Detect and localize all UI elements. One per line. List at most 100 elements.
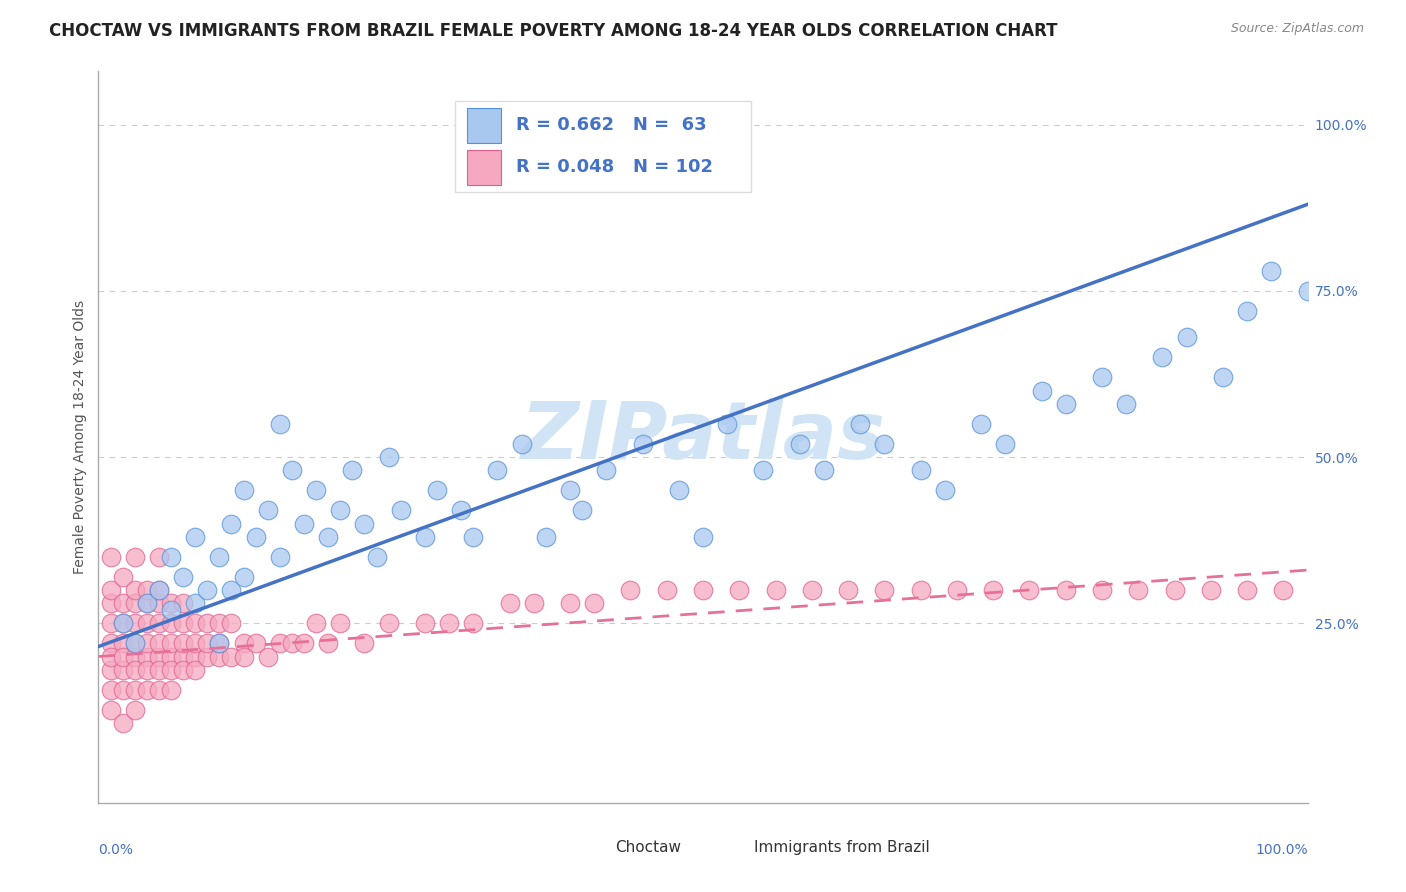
Point	[256, 649, 278, 664]
Point	[1199, 582, 1222, 597]
Point	[124, 636, 146, 650]
Point	[195, 582, 218, 597]
Point	[305, 483, 328, 498]
Point	[668, 483, 690, 498]
Point	[994, 436, 1017, 450]
Point	[1260, 264, 1282, 278]
Point	[353, 516, 375, 531]
Point	[148, 582, 170, 597]
Point	[534, 530, 557, 544]
FancyBboxPatch shape	[467, 108, 501, 143]
Point	[195, 616, 218, 631]
Point	[160, 549, 183, 564]
Point	[377, 616, 399, 631]
Point	[172, 596, 194, 610]
Point	[111, 636, 134, 650]
Point	[184, 636, 207, 650]
Point	[728, 582, 751, 597]
Point	[1091, 582, 1114, 597]
Point	[571, 503, 593, 517]
Text: ZIPatlas: ZIPatlas	[520, 398, 886, 476]
Point	[111, 596, 134, 610]
Point	[316, 530, 339, 544]
Point	[910, 582, 932, 597]
Point	[389, 503, 412, 517]
Point	[111, 682, 134, 697]
Point	[655, 582, 678, 597]
FancyBboxPatch shape	[582, 833, 609, 862]
Point	[342, 463, 364, 477]
Point	[184, 663, 207, 677]
Point	[486, 463, 509, 477]
Point	[1236, 582, 1258, 597]
Point	[1054, 397, 1077, 411]
Point	[208, 649, 231, 664]
Point	[172, 636, 194, 650]
Point	[716, 417, 738, 431]
Text: CHOCTAW VS IMMIGRANTS FROM BRAZIL FEMALE POVERTY AMONG 18-24 YEAR OLDS CORRELATI: CHOCTAW VS IMMIGRANTS FROM BRAZIL FEMALE…	[49, 22, 1057, 40]
Point	[100, 596, 122, 610]
Point	[135, 682, 157, 697]
Point	[160, 603, 183, 617]
Point	[765, 582, 787, 597]
Point	[100, 616, 122, 631]
Point	[463, 616, 485, 631]
Point	[135, 636, 157, 650]
Point	[692, 582, 714, 597]
Point	[353, 636, 375, 650]
Point	[910, 463, 932, 477]
Point	[195, 636, 218, 650]
Point	[172, 616, 194, 631]
Point	[124, 616, 146, 631]
Point	[124, 682, 146, 697]
Y-axis label: Female Poverty Among 18-24 Year Olds: Female Poverty Among 18-24 Year Olds	[73, 300, 87, 574]
Point	[523, 596, 546, 610]
Point	[800, 582, 823, 597]
Point	[111, 663, 134, 677]
Point	[498, 596, 520, 610]
Point	[558, 596, 581, 610]
Point	[124, 663, 146, 677]
Point	[124, 703, 146, 717]
Point	[100, 682, 122, 697]
Point	[510, 436, 533, 450]
Point	[873, 436, 896, 450]
Point	[316, 636, 339, 650]
Point	[221, 649, 243, 664]
Point	[463, 530, 485, 544]
FancyBboxPatch shape	[721, 833, 748, 862]
Point	[184, 596, 207, 610]
Point	[245, 530, 267, 544]
Point	[232, 649, 254, 664]
Point	[124, 649, 146, 664]
Point	[873, 582, 896, 597]
Point	[208, 549, 231, 564]
Text: 0.0%: 0.0%	[98, 843, 134, 857]
Point	[849, 417, 872, 431]
Point	[426, 483, 449, 498]
Text: Immigrants from Brazil: Immigrants from Brazil	[754, 840, 929, 855]
Point	[981, 582, 1004, 597]
Point	[208, 616, 231, 631]
Point	[160, 596, 183, 610]
Point	[413, 530, 436, 544]
Text: R = 0.048   N = 102: R = 0.048 N = 102	[516, 158, 713, 177]
Point	[292, 636, 315, 650]
Point	[124, 636, 146, 650]
Point	[837, 582, 859, 597]
Point	[232, 483, 254, 498]
Point	[1296, 284, 1319, 298]
Point	[1236, 303, 1258, 318]
Point	[305, 616, 328, 631]
Point	[111, 649, 134, 664]
Text: R = 0.662   N =  63: R = 0.662 N = 63	[516, 117, 706, 135]
Point	[148, 616, 170, 631]
Point	[148, 549, 170, 564]
Point	[281, 463, 304, 477]
Point	[232, 570, 254, 584]
Point	[184, 530, 207, 544]
Point	[366, 549, 388, 564]
Point	[221, 616, 243, 631]
Point	[148, 649, 170, 664]
Point	[184, 616, 207, 631]
